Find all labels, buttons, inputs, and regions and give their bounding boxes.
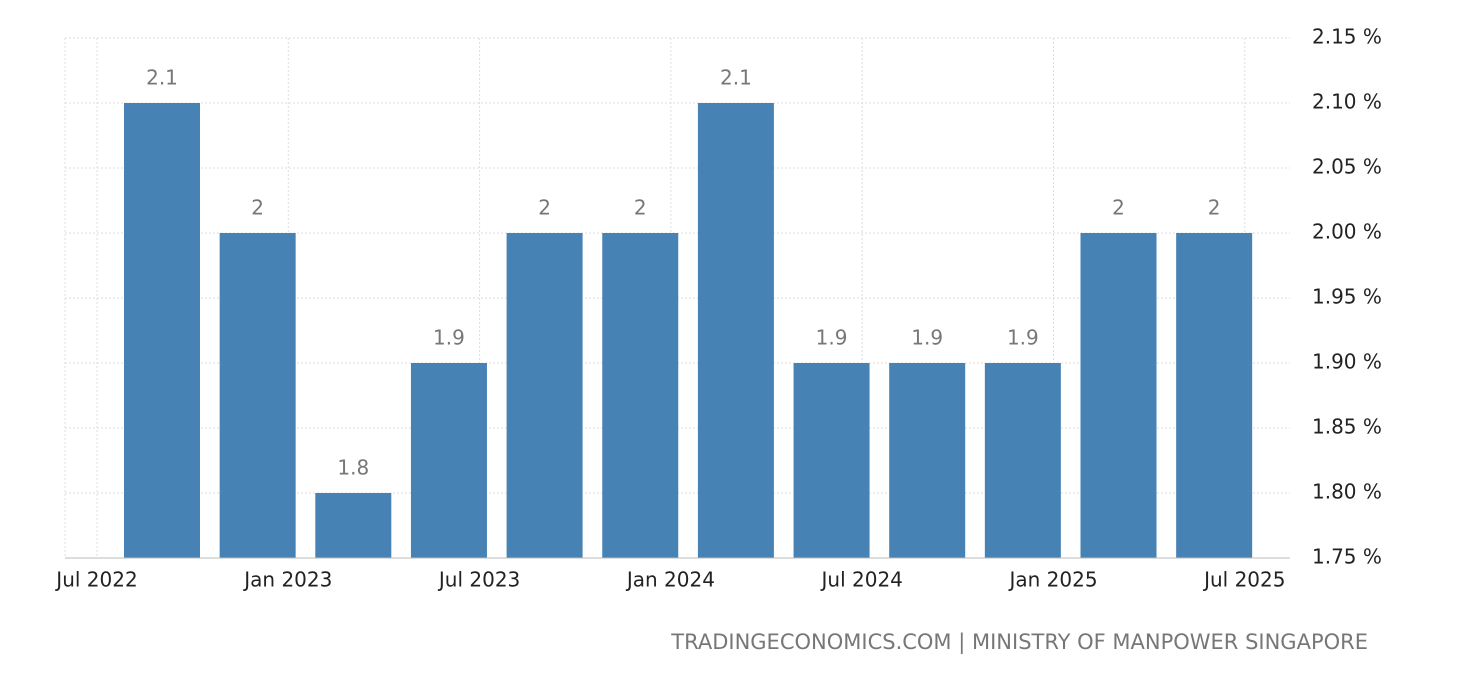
y-tick-label: 1.85 %: [1312, 415, 1382, 439]
y-tick-label: 2.00 %: [1312, 220, 1382, 244]
value-label: 2: [538, 196, 551, 220]
value-label: 2: [634, 196, 647, 220]
x-tick-label: Jan 2023: [242, 568, 332, 592]
value-label: 2.1: [720, 66, 752, 90]
y-tick-label: 1.75 %: [1312, 545, 1382, 569]
bar: [889, 363, 966, 558]
source: TRADINGECONOMICS.COM | MINISTRY OF MANPO…: [670, 630, 1368, 655]
value-label: 1.9: [816, 326, 848, 350]
x-tick-label: Jul 2025: [1202, 568, 1285, 592]
value-label: 1.9: [911, 326, 943, 350]
y-tick-label: 1.80 %: [1312, 480, 1382, 504]
x-tick-label: Jul 2022: [54, 568, 137, 592]
bar: [124, 103, 200, 558]
value-label: 1.9: [433, 326, 465, 350]
bar: [602, 233, 679, 558]
y-tick-label: 1.90 %: [1312, 350, 1382, 374]
bar: [1176, 233, 1253, 558]
bar: [410, 363, 487, 558]
bar: [1080, 233, 1157, 558]
y-tick-label: 2.10 %: [1312, 90, 1382, 114]
bar: [697, 103, 774, 558]
bar: [984, 363, 1061, 558]
value-label: 2: [1208, 196, 1221, 220]
value-label: 2: [1112, 196, 1125, 220]
y-tick-label: 2.15 %: [1312, 25, 1382, 49]
y-tick-label: 1.95 %: [1312, 285, 1382, 309]
x-tick-label: Jul 2023: [437, 568, 520, 592]
x-tick-label: Jan 2024: [625, 568, 715, 592]
value-label: 2.1: [146, 66, 178, 90]
value-label: 2: [251, 196, 264, 220]
bar: [219, 233, 296, 558]
value-label: 1.8: [337, 456, 369, 480]
bar: [506, 233, 583, 558]
x-tick-label: Jan 2025: [1007, 568, 1097, 592]
bar: [793, 363, 870, 558]
y-tick-label: 2.05 %: [1312, 155, 1382, 179]
value-label: 1.9: [1007, 326, 1039, 350]
bar: [315, 493, 392, 558]
x-tick-label: Jul 2024: [820, 568, 903, 592]
